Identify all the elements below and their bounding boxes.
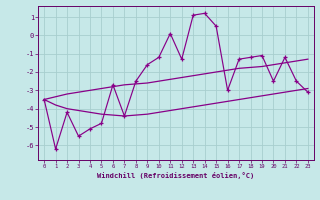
X-axis label: Windchill (Refroidissement éolien,°C): Windchill (Refroidissement éolien,°C): [97, 172, 255, 179]
